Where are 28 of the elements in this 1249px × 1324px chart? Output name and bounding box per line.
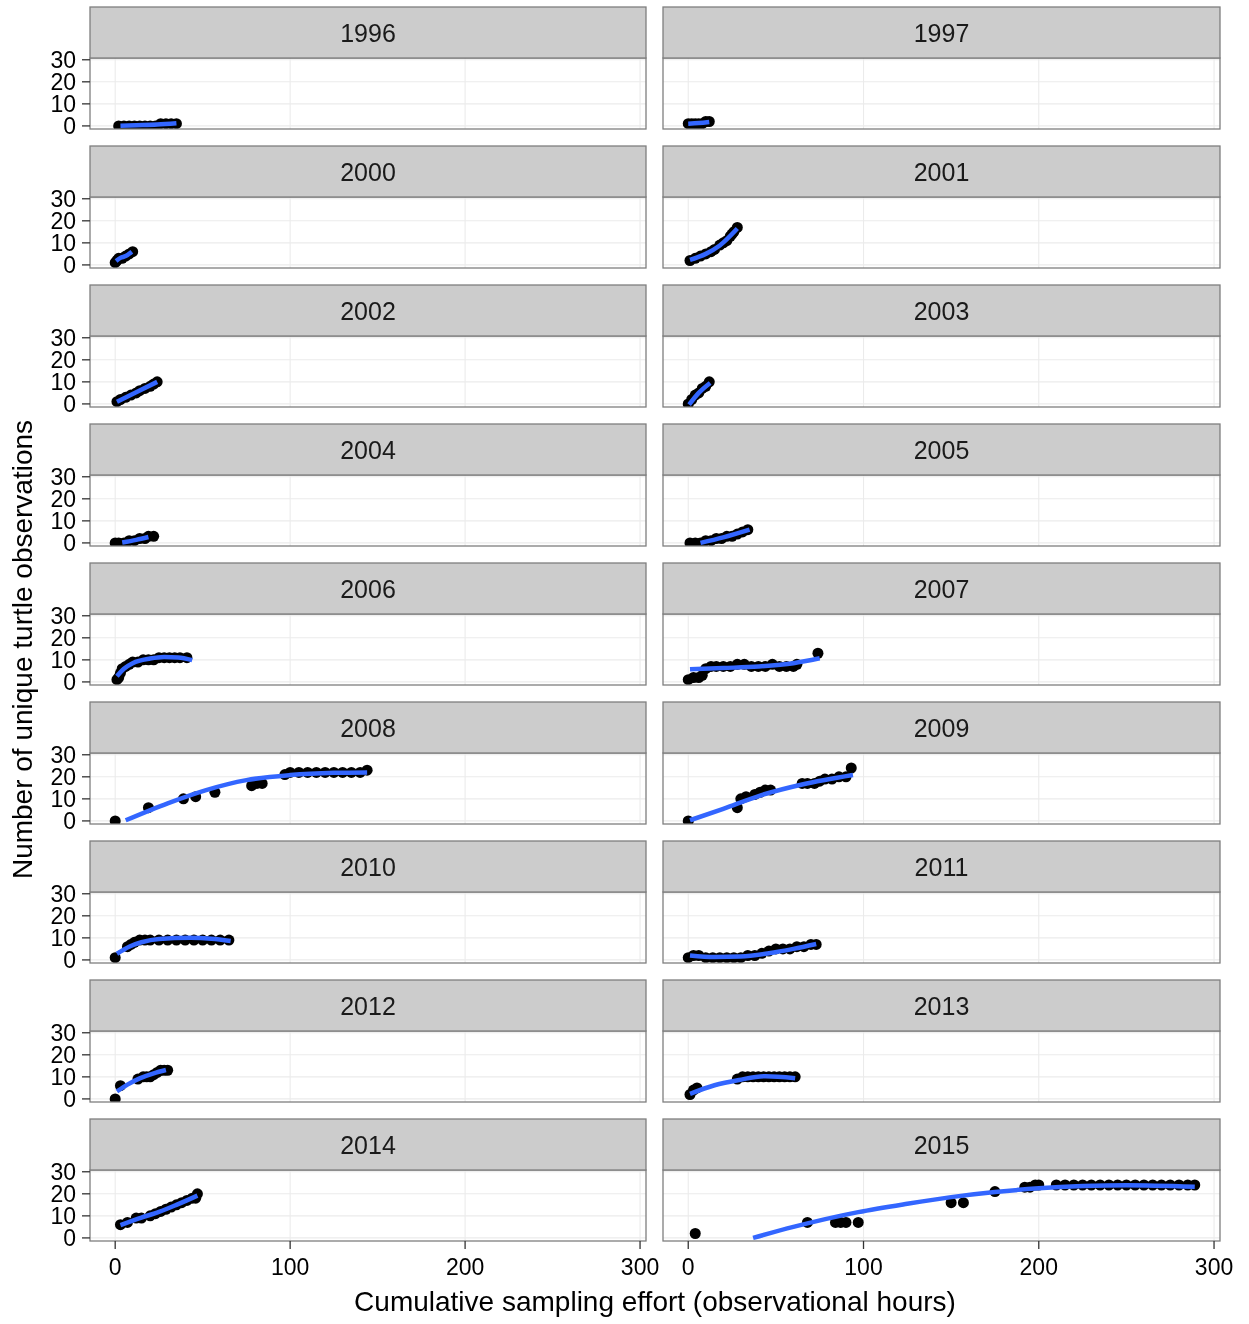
chart-title: 2001 bbox=[913, 157, 970, 186]
x-tick-label: 200 bbox=[1019, 1254, 1058, 1280]
chart-title: 2003 bbox=[913, 296, 970, 325]
chart-title: 2015 bbox=[913, 1130, 970, 1159]
chart-title: 2002 bbox=[340, 296, 396, 325]
x-tick-label: 200 bbox=[445, 1254, 485, 1280]
chart-title: 2004 bbox=[340, 435, 396, 464]
x-tick-label: 300 bbox=[1194, 1254, 1234, 1280]
chart-title: 1996 bbox=[340, 18, 396, 47]
chart-title: 2011 bbox=[914, 852, 969, 881]
chart-title: 2009 bbox=[913, 713, 970, 742]
chart-title: 2012 bbox=[340, 991, 396, 1020]
chart-title: 2006 bbox=[340, 574, 396, 603]
chart-title: 2014 bbox=[340, 1130, 396, 1159]
chart-title: 2007 bbox=[913, 574, 970, 603]
x-tick-label: 300 bbox=[620, 1254, 660, 1280]
x-axis-title: Cumulative sampling effort (observational hours) bbox=[354, 1285, 956, 1317]
x-tick-label: 0 bbox=[681, 1254, 695, 1280]
x-tick-label: 100 bbox=[844, 1254, 883, 1280]
chart-title: 2010 bbox=[340, 852, 396, 881]
chart-title: 2000 bbox=[340, 157, 396, 186]
chart-title: 1997 bbox=[913, 18, 970, 47]
x-tick-label: 100 bbox=[270, 1254, 310, 1280]
chart-title: 2013 bbox=[913, 991, 970, 1020]
chart-title: 2005 bbox=[913, 435, 970, 464]
y-axis-title: Number of unique turtle observations bbox=[6, 419, 38, 880]
x-tick-label: 0 bbox=[108, 1254, 122, 1280]
chart-title: 2008 bbox=[340, 713, 396, 742]
